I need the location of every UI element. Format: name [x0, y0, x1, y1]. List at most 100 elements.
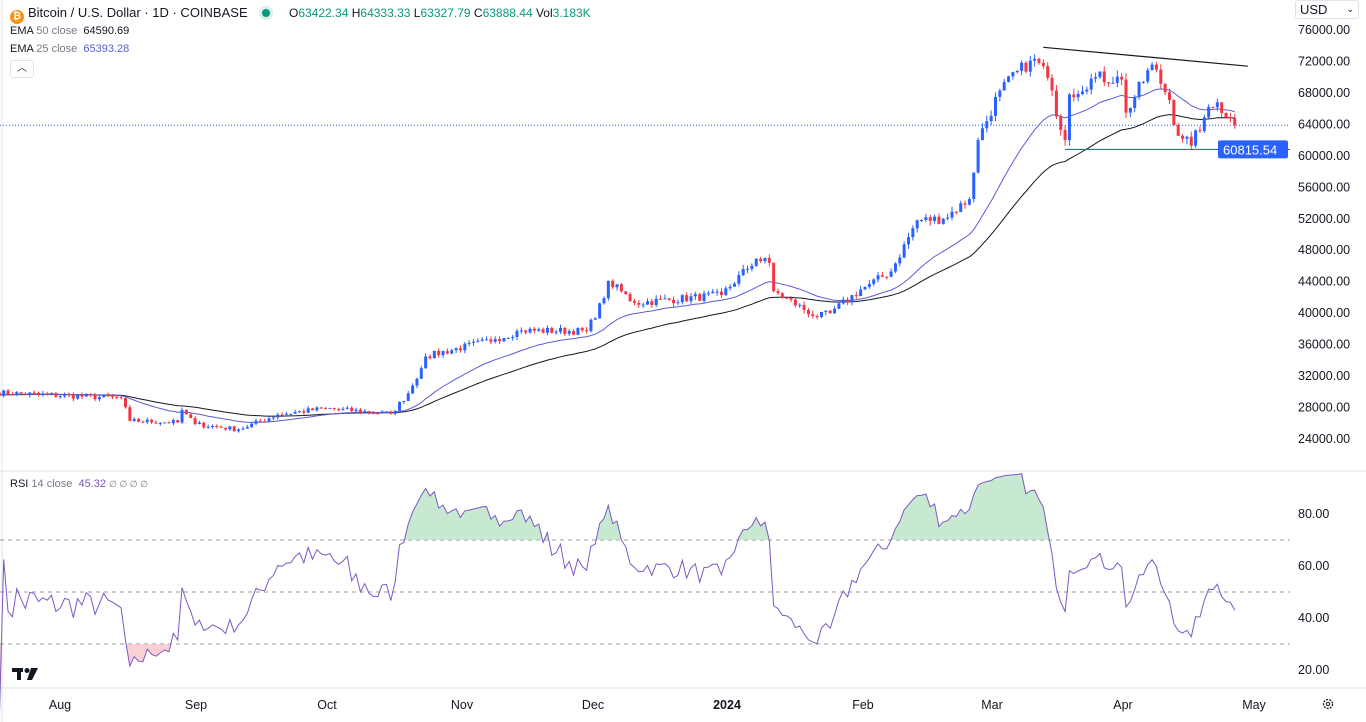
time-axis-label: 2024: [713, 698, 741, 712]
candle-body: [176, 420, 180, 423]
candle-body: [502, 338, 506, 342]
candle-body: [32, 392, 36, 394]
candle-body: [428, 356, 432, 359]
candle-body: [1085, 89, 1089, 92]
candle-body: [415, 378, 419, 386]
candle-body: [1202, 117, 1206, 132]
tradingview-logo: [12, 668, 38, 680]
price-axis-label: 56000.00: [1298, 180, 1350, 194]
candle-body: [1081, 91, 1084, 95]
candle-body: [171, 420, 175, 424]
candle-body: [550, 327, 554, 333]
candle-body: [1041, 62, 1045, 67]
gear-icon[interactable]: [1322, 698, 1334, 710]
candle-body: [593, 318, 597, 320]
candle-body: [619, 284, 623, 292]
candle-body: [63, 394, 67, 397]
candle-body: [80, 395, 84, 397]
candle-body: [119, 397, 123, 399]
candle-body: [206, 426, 210, 428]
candle-body: [585, 330, 589, 332]
candle-body: [298, 411, 301, 413]
symbol-legend: ₿ Bitcoin / U.S. Dollar · 1D · COINBASE O…: [10, 5, 591, 24]
symbol-title[interactable]: Bitcoin / U.S. Dollar · 1D · COINBASE: [28, 5, 248, 20]
candle-body: [58, 396, 62, 398]
price-axis-label: 44000.00: [1298, 275, 1350, 289]
candle-body: [1076, 94, 1080, 98]
candle-body: [907, 237, 910, 245]
candle-body: [928, 217, 932, 221]
candle-body: [1098, 71, 1102, 78]
candle-body: [1215, 102, 1219, 108]
candle-body: [1198, 130, 1202, 132]
candle-body: [637, 302, 641, 305]
candle-body: [293, 412, 297, 414]
candle-body: [1072, 94, 1076, 98]
price-axis-label: 32000.00: [1298, 369, 1350, 383]
candle-body: [1150, 64, 1154, 71]
candle-body: [84, 394, 88, 397]
candle-body: [458, 348, 462, 351]
candle-body: [289, 413, 293, 415]
candle-body: [915, 220, 919, 229]
candle-body: [598, 303, 602, 319]
rsi-axis-label: 20.00: [1298, 663, 1329, 677]
candle-body: [589, 319, 593, 332]
price-axis-label: 48000.00: [1298, 243, 1350, 257]
candle-body: [706, 293, 710, 295]
candle-body: [124, 398, 127, 408]
candle-body: [398, 401, 402, 411]
candle-body: [1154, 64, 1158, 70]
candle-body: [776, 291, 780, 294]
candle-body: [202, 422, 206, 428]
candle-body: [893, 263, 897, 272]
candle-body: [128, 407, 132, 421]
ema50-legend[interactable]: EMA 50 close 64590.69: [10, 25, 129, 37]
ema25-value: 65393.28: [83, 43, 130, 55]
candle-body: [93, 394, 97, 400]
time-axis-label: Mar: [981, 698, 1003, 712]
candle-body: [1094, 77, 1098, 79]
candle-body: [1141, 81, 1145, 83]
candle-body: [719, 291, 723, 296]
candle-body: [385, 411, 388, 413]
candle-body: [437, 350, 441, 356]
candle-body: [76, 395, 80, 399]
candle-body: [676, 302, 680, 304]
candle-body: [271, 417, 275, 419]
currency-select[interactable]: USD ⌄: [1295, 0, 1359, 19]
candle-body: [850, 295, 854, 303]
candle-body: [441, 351, 445, 356]
candle-body: [876, 275, 880, 280]
candle-body: [711, 291, 715, 294]
candle-body: [180, 409, 184, 423]
candle-body: [50, 393, 54, 395]
candle-body: [1185, 136, 1189, 139]
rsi-legend[interactable]: RSI 14 close 45.32 ∅ ∅ ∅ ∅: [10, 478, 148, 490]
candle-body: [306, 408, 310, 413]
candle-body: [315, 407, 319, 411]
candle-body: [341, 408, 345, 410]
ema50-params: 50 close: [36, 25, 78, 37]
candle-body: [989, 115, 993, 122]
candle-body: [767, 257, 771, 263]
candle-body: [728, 286, 732, 289]
rsi-params: 14 close: [31, 478, 73, 490]
candle-body: [963, 203, 967, 205]
candle-body: [15, 392, 19, 396]
ema25-legend[interactable]: EMA 25 close 65393.28: [10, 43, 129, 55]
chevron-down-icon: ⌄: [1346, 4, 1354, 14]
candle-body: [841, 299, 845, 304]
candle-body: [67, 394, 71, 396]
support-price-label: 60815.54: [1223, 142, 1277, 157]
candle-body: [937, 216, 941, 224]
candle-body: [476, 340, 480, 342]
collapse-legend-button[interactable]: ︿: [10, 60, 34, 78]
price-axis-label: 72000.00: [1298, 54, 1350, 68]
candle-body: [572, 331, 576, 335]
time-axis-label: Sep: [185, 698, 207, 712]
candle-body: [859, 289, 863, 296]
candle-body: [41, 393, 45, 395]
ema25-params: 25 close: [36, 43, 78, 55]
